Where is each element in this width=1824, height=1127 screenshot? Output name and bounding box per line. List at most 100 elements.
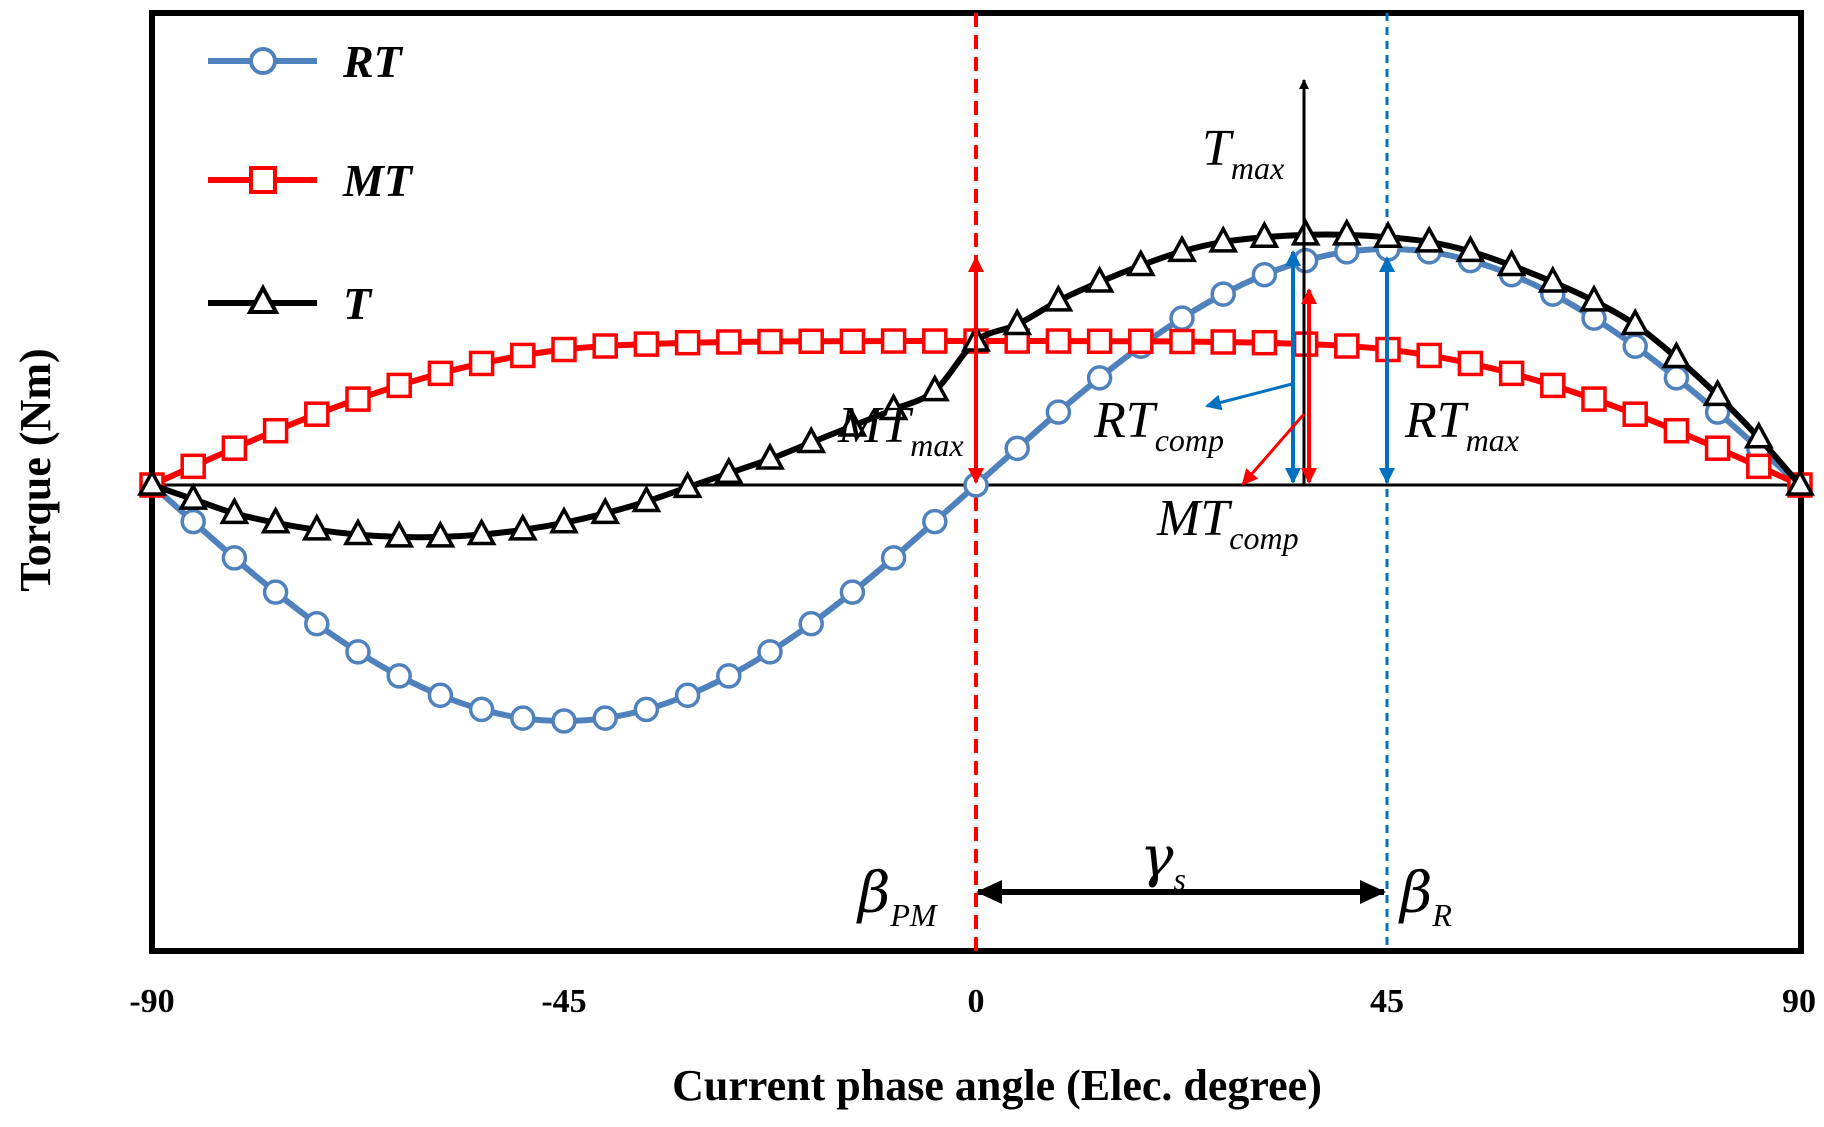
data-point-rt (304, 611, 330, 637)
series-layer (137, 218, 1815, 734)
data-point-t (1785, 468, 1815, 496)
data-point-rt (1086, 365, 1113, 391)
data-point-mt (798, 328, 824, 355)
data-point-rt (1004, 435, 1030, 462)
data-point-mt (1251, 329, 1278, 356)
data-point-t (1496, 248, 1527, 277)
data-point-t (919, 373, 950, 402)
data-point-t (1455, 234, 1486, 263)
data-point-mt (922, 328, 948, 354)
data-point-mt (633, 331, 660, 357)
data-point-t (755, 442, 785, 470)
data-point-mt (1210, 329, 1236, 355)
data-point-mt (880, 328, 907, 354)
data-point-t (1579, 284, 1609, 312)
t-max-label: Tmax (1202, 120, 1284, 186)
legend-item-rt: RT (208, 36, 404, 87)
data-point-mt (1581, 386, 1607, 412)
data-point-rt (1292, 247, 1319, 274)
x-tick-label: 90 (1782, 983, 1816, 1020)
data-point-t (1743, 421, 1774, 449)
data-point-t (466, 517, 497, 546)
data-point-t (672, 470, 703, 499)
legend-marker-rt (249, 47, 277, 75)
rt-comp-pointer (1205, 382, 1293, 411)
legend-label-t: T (343, 278, 373, 329)
data-point-rt (674, 682, 701, 709)
data-point-t (590, 496, 621, 525)
data-point-t (1331, 218, 1362, 246)
data-point-mt (1334, 333, 1360, 359)
data-point-t (137, 468, 167, 496)
beta-r-label: βR (1398, 861, 1452, 933)
legend-item-t: T (208, 278, 373, 329)
data-point-mt (1746, 453, 1772, 480)
data-point-t (1373, 220, 1403, 248)
data-point-t (1125, 248, 1156, 277)
data-point-mt (674, 329, 701, 356)
beta-pm-label: βPM (856, 861, 939, 933)
data-point-t (631, 484, 662, 513)
data-point-mt (1498, 360, 1525, 387)
data-point-t (1702, 378, 1733, 407)
data-point-rt (1663, 365, 1690, 391)
data-point-rt (551, 708, 577, 734)
x-tick-label: -45 (541, 983, 586, 1020)
data-point-t (1167, 234, 1197, 263)
data-point-t (1620, 307, 1651, 336)
data-point-mt (221, 435, 248, 461)
data-point-t (178, 482, 209, 510)
data-point-t (507, 513, 538, 541)
data-point-t (1537, 265, 1568, 293)
data-point-rt (345, 639, 371, 665)
mt-comp-label: MTcomp (1156, 490, 1299, 556)
data-point-t (1043, 284, 1074, 312)
data-point-t (1290, 218, 1321, 246)
data-point-t (1661, 340, 1692, 369)
data-point-mt (1045, 328, 1072, 354)
data-point-mt (304, 401, 330, 427)
x-tick-label: 45 (1370, 983, 1404, 1020)
data-point-rt (180, 508, 206, 535)
data-point-t (219, 496, 250, 525)
data-point-t (343, 517, 373, 546)
x-axis-title: Current phase angle (Elec. degree) (672, 1061, 1322, 1110)
data-point-t (1084, 265, 1115, 293)
data-point-t (1414, 225, 1445, 253)
data-point-t (549, 506, 579, 534)
data-point-mt (510, 342, 536, 369)
data-point-mt (386, 372, 412, 399)
data-point-t (713, 456, 744, 484)
data-point-t (837, 409, 868, 437)
data-point-t (260, 506, 291, 534)
x-tick-label: 0 (968, 983, 985, 1020)
data-point-mt (839, 328, 866, 355)
data-point-t (1249, 220, 1280, 248)
data-point-mt (716, 329, 742, 355)
rt-comp-label: RTcomp (1093, 392, 1224, 458)
data-point-mt (180, 453, 206, 480)
data-point-rt (592, 705, 618, 731)
data-point-mt (1663, 417, 1690, 444)
data-point-rt (1251, 261, 1278, 288)
data-point-rt (468, 696, 495, 723)
legend: RT MT T (208, 36, 414, 329)
data-point-rt (1045, 399, 1072, 425)
legend-marker-t (246, 283, 280, 314)
mt-comp-pointer (1241, 413, 1306, 486)
data-point-mt (1086, 328, 1113, 355)
data-point-rt (880, 545, 907, 571)
data-point-rt (510, 705, 536, 731)
rt-max-label: RTmax (1404, 392, 1519, 458)
data-point-mt (1622, 401, 1648, 427)
x-tick-label: -90 (129, 983, 174, 1020)
legend-item-mt: MT (208, 155, 414, 206)
data-point-rt (633, 696, 660, 723)
data-point-rt (1622, 333, 1648, 359)
data-point-mt (1128, 328, 1154, 355)
data-point-mt (1292, 331, 1319, 357)
data-point-rt (262, 579, 289, 605)
data-point-t (878, 392, 909, 421)
data-point-mt (1457, 350, 1484, 377)
data-point-mt (468, 350, 495, 377)
